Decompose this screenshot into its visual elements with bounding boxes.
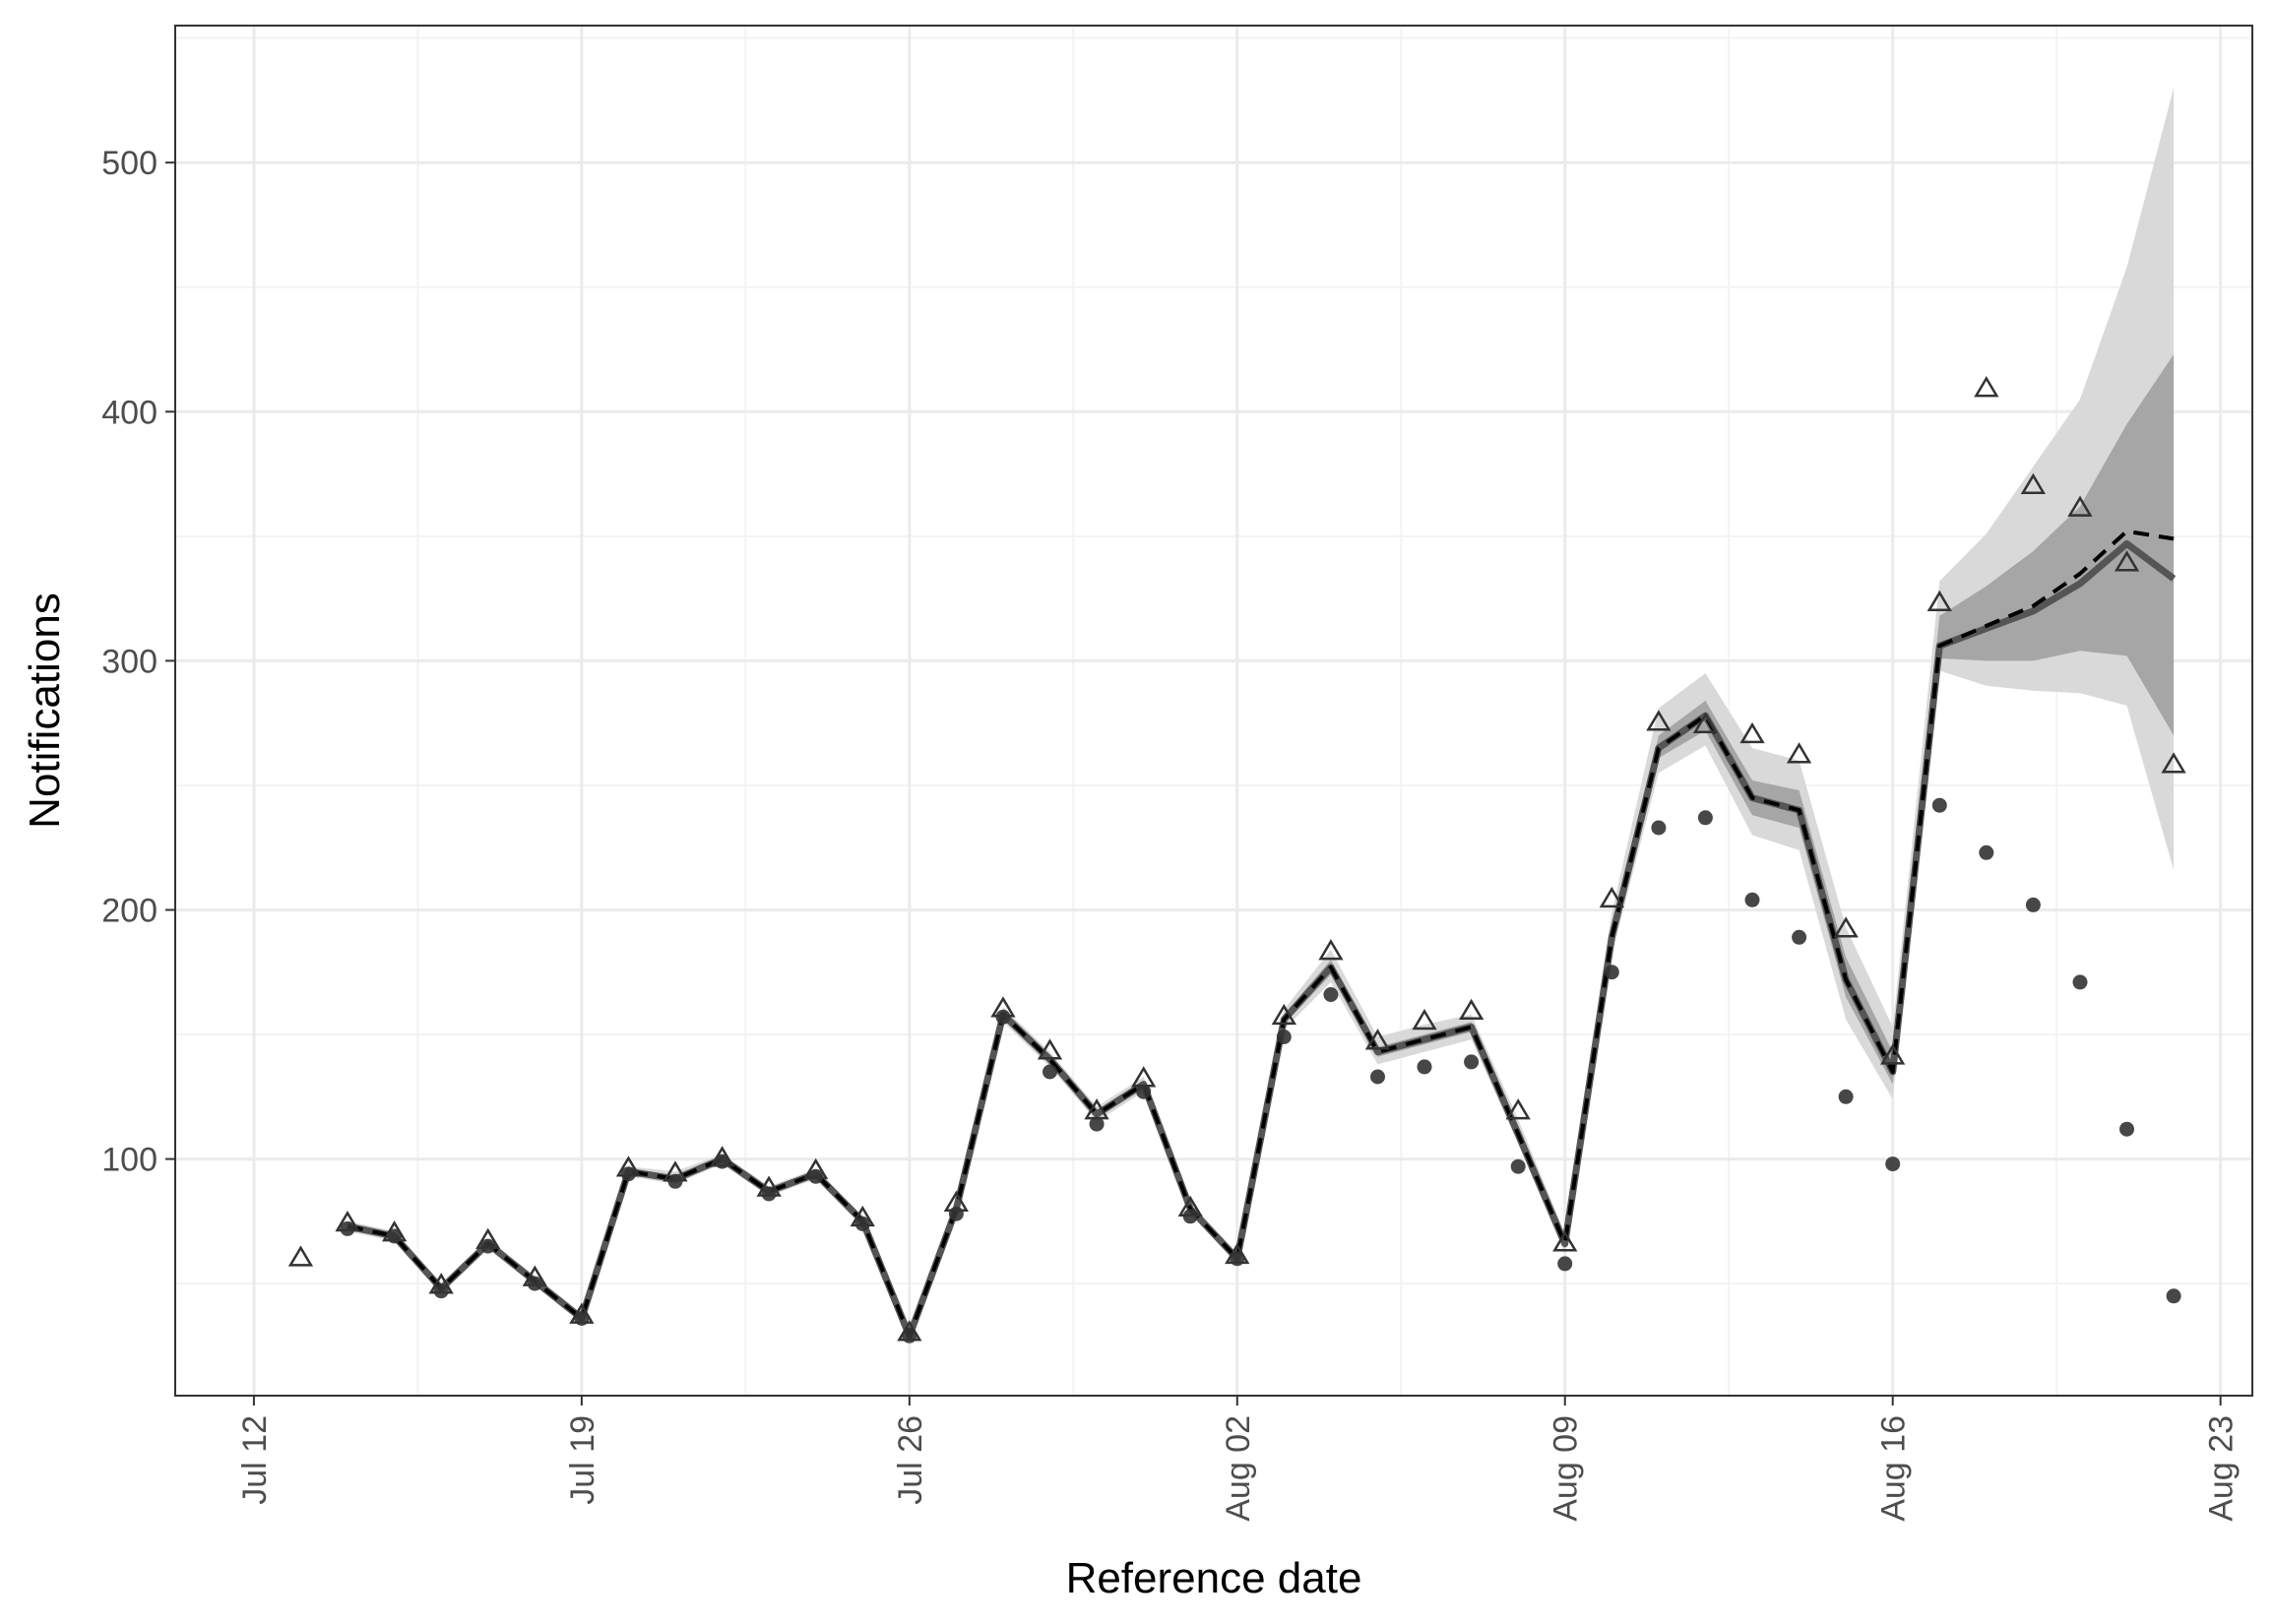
x-tick-label: Aug 23 <box>2203 1415 2241 1522</box>
point-observed-at-estimation <box>2025 897 2041 912</box>
point-observed-at-estimation <box>1464 1054 1480 1070</box>
point-observed-at-estimation <box>1089 1116 1105 1132</box>
x-tick-label: Jul 12 <box>236 1415 274 1505</box>
point-observed-final <box>1318 939 1344 961</box>
y-tick-label: 300 <box>101 643 158 680</box>
point-observed-at-estimation <box>1182 1209 1198 1224</box>
point-observed-final <box>1974 376 1999 398</box>
point-observed-final <box>1692 712 1719 734</box>
x-tick-label: Aug 09 <box>1548 1415 1585 1522</box>
y-tick-label: 200 <box>101 892 158 929</box>
grid-lines <box>175 26 2252 1396</box>
point-observed-at-estimation <box>527 1276 542 1291</box>
point-observed-at-estimation <box>808 1168 824 1184</box>
point-observed-final <box>1459 998 1484 1021</box>
point-observed-at-estimation <box>761 1186 777 1202</box>
point-observed-at-estimation <box>1417 1059 1432 1075</box>
point-observed-at-estimation <box>433 1283 449 1299</box>
line-mean-estimate <box>347 529 2175 1339</box>
point-observed-at-estimation <box>2119 1121 2134 1137</box>
point-observed-final <box>1646 710 1672 731</box>
point-observed-at-estimation <box>620 1166 636 1182</box>
point-observed-at-estimation <box>1931 797 1947 813</box>
point-observed-final <box>1412 1008 1437 1031</box>
point-observed-at-estimation <box>574 1311 590 1326</box>
point-observed-at-estimation <box>995 1009 1011 1025</box>
point-observed-final <box>1786 742 1812 764</box>
point-observed-at-estimation <box>1697 810 1713 826</box>
point-observed-at-estimation <box>387 1228 403 1244</box>
y-tick-label: 400 <box>101 394 158 431</box>
panel-border <box>174 25 2253 1397</box>
point-observed-at-estimation <box>715 1154 730 1169</box>
y-axis-title: Notifications <box>21 593 69 829</box>
point-observed-at-estimation <box>1792 929 1807 945</box>
observation-points <box>287 376 2186 1343</box>
point-observed-at-estimation <box>1838 1089 1854 1104</box>
y-tick-label: 100 <box>101 1142 158 1179</box>
point-observed-final <box>1927 590 1952 612</box>
point-observed-at-estimation <box>340 1220 355 1236</box>
point-observed-final <box>1271 1003 1297 1026</box>
y-tick-label: 500 <box>101 145 158 182</box>
point-observed-at-estimation <box>1136 1084 1152 1099</box>
point-observed-at-estimation <box>1323 987 1339 1002</box>
point-observed-at-estimation <box>1604 965 1619 980</box>
point-observed-at-estimation <box>2072 974 2088 990</box>
point-observed-at-estimation <box>1885 1156 1901 1172</box>
point-observed-at-estimation <box>667 1173 683 1189</box>
point-observed-final <box>1552 1230 1578 1252</box>
point-observed-final <box>287 1245 314 1267</box>
estimate-lines <box>347 529 2177 1340</box>
point-observed-final <box>1599 886 1625 908</box>
point-observed-final <box>2114 550 2140 572</box>
point-observed-at-estimation <box>1744 892 1760 907</box>
point-observed-final <box>1364 1029 1391 1050</box>
point-observed-at-estimation <box>1510 1158 1526 1174</box>
point-observed-at-estimation <box>1230 1251 1245 1267</box>
x-tick-label: Jul 19 <box>564 1415 601 1505</box>
point-observed-at-estimation <box>1651 820 1667 836</box>
point-observed-at-estimation <box>480 1238 496 1254</box>
point-observed-at-estimation <box>1979 844 1994 860</box>
point-observed-at-estimation <box>948 1206 964 1221</box>
point-observed-final <box>2067 495 2093 517</box>
x-tick-label: Jul 26 <box>892 1415 929 1505</box>
point-observed-at-estimation <box>1042 1064 1057 1080</box>
point-observed-at-estimation <box>1276 1030 1292 1044</box>
point-observed-final <box>1879 1043 1906 1065</box>
axes: 100 200 300 400 500 Jul 12 Jul 19 Jul 26 Aug 02 A… <box>101 145 2240 1522</box>
x-axis-title: Reference date <box>1066 1554 1362 1602</box>
point-observed-at-estimation <box>902 1328 917 1343</box>
x-tick-label: Aug 16 <box>1875 1415 1913 1522</box>
point-observed-at-estimation <box>1370 1069 1385 1085</box>
point-observed-at-estimation <box>2166 1288 2181 1304</box>
point-observed-final <box>1037 1038 1063 1060</box>
point-observed-final <box>1739 721 1765 744</box>
point-observed-final <box>1505 1098 1531 1120</box>
point-observed-final <box>2020 472 2046 495</box>
plot-panel <box>175 26 2252 1396</box>
point-observed-at-estimation <box>854 1216 870 1231</box>
point-observed-final <box>1833 916 1859 938</box>
x-tick-label: Aug 02 <box>1220 1415 1257 1522</box>
point-observed-at-estimation <box>1557 1256 1573 1272</box>
point-observed-final <box>2161 752 2186 774</box>
